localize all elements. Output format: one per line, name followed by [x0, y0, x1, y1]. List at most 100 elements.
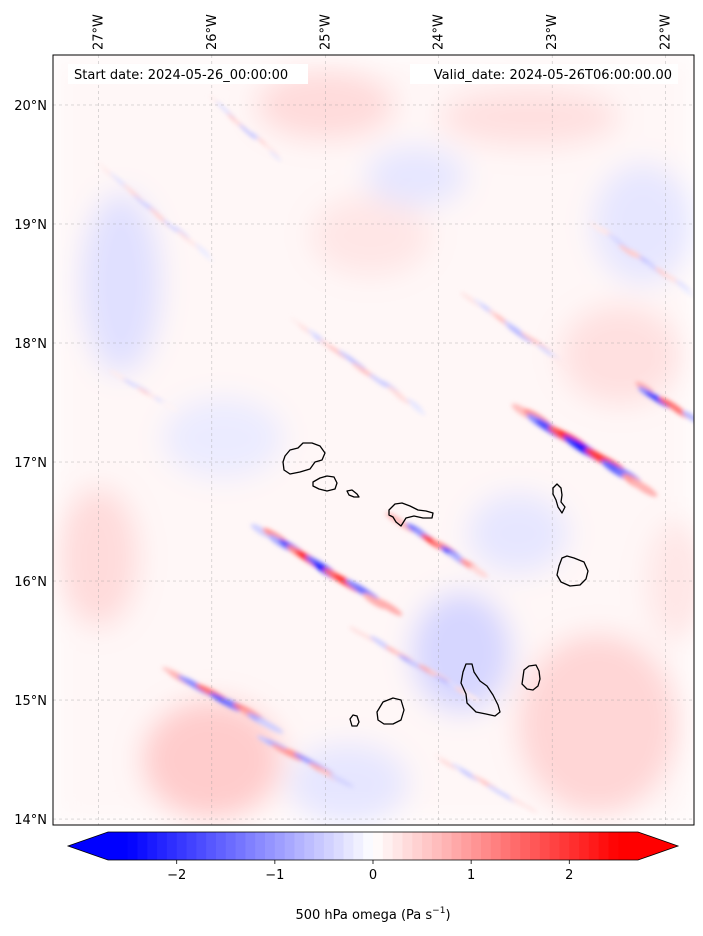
wave-stripe — [328, 773, 354, 788]
start-date-label: Start date: 2024-05-26_00:00:00 — [74, 68, 288, 83]
field-blob — [560, 304, 681, 405]
colorbar-segment — [117, 832, 129, 860]
wave-stripe — [194, 243, 211, 257]
colorbar-segment — [392, 832, 404, 860]
island-santa-luzia-coast — [346, 489, 360, 498]
colorbar-tick-label: 0 — [369, 868, 377, 883]
colorbar-label: 500 hPa omega (Pa s−1) — [295, 906, 450, 923]
field-blob — [81, 193, 162, 374]
field-blob — [439, 86, 620, 147]
wave-stripe — [589, 221, 608, 235]
lon-label: 27°W — [91, 14, 106, 50]
colorbar-segment — [500, 832, 511, 860]
colorbar-label-close: ) — [445, 908, 450, 923]
colorbar-segment — [402, 832, 413, 860]
wave-stripe — [406, 398, 423, 410]
colorbar-segment — [343, 832, 354, 860]
field-blob — [163, 398, 284, 479]
field-blob — [58, 487, 139, 628]
colorbar-segment — [451, 832, 462, 860]
wave-stripe — [675, 280, 691, 291]
wave-stripe — [357, 631, 377, 643]
wave-stripe — [682, 410, 694, 424]
wave-stripe — [551, 355, 572, 371]
lat-label: 16°N — [14, 575, 47, 590]
wave-stripe — [160, 401, 179, 412]
colorbar-segment — [157, 832, 168, 860]
colorbar-segment — [333, 832, 345, 860]
colorbar-segment — [373, 832, 384, 860]
colorbar-tick-label: 1 — [467, 868, 475, 883]
colorbar-segment — [166, 832, 178, 860]
field-blob — [411, 592, 512, 713]
wave-stripe — [375, 598, 403, 616]
island-fogo-coast — [376, 697, 405, 725]
colorbar-segment — [461, 832, 472, 860]
island-brava-coast — [349, 714, 360, 727]
wave-stripe — [438, 758, 458, 770]
field-blob — [646, 521, 694, 642]
colorbar-extend-low — [68, 832, 108, 860]
latitude-labels: 20°N 19°N 18°N 17°N 16°N 15°N 14°N — [14, 99, 47, 828]
wave-stripe — [198, 248, 214, 263]
colorbar-segment — [618, 832, 629, 860]
colorbar-segment — [215, 832, 227, 860]
wave-stripe — [463, 691, 480, 702]
colorbar-segment — [510, 832, 521, 860]
colorbar-outline — [66, 831, 680, 861]
colorbar: −2 −1 0 1 2 500 hPa omega (Pa s−1) — [66, 831, 680, 923]
colorbar-segment — [559, 832, 570, 860]
colorbar-segment — [235, 832, 246, 860]
colorbar-segment — [490, 832, 502, 860]
colorbar-segment — [186, 832, 197, 860]
wave-stripe — [162, 219, 180, 234]
colorbar-label-main: 500 hPa omega (Pa s — [295, 908, 432, 923]
colorbar-segment — [569, 832, 580, 860]
colorbar-segment — [294, 832, 305, 860]
island-santiago-coast — [460, 663, 501, 717]
colorbar-segment — [431, 832, 443, 860]
colorbar-segment — [245, 832, 256, 860]
valid-date-label: Valid_date: 2024-05-26T06:00:00.00 — [434, 68, 672, 83]
wave-stripe — [269, 150, 282, 162]
colorbar-tick-label: −1 — [265, 868, 284, 883]
omega-wave-pattern — [96, 95, 694, 813]
wave-stripe — [132, 382, 152, 395]
colorbar-segment — [147, 832, 158, 860]
colorbar-segment — [176, 832, 188, 860]
start-date-box — [68, 64, 308, 84]
island-boa-vista-coast — [556, 555, 589, 587]
lon-label: 24°W — [432, 14, 447, 50]
omega-field — [53, 55, 694, 825]
colorbar-segment — [441, 832, 453, 860]
colorbar-segment — [382, 832, 394, 860]
wave-stripe — [618, 244, 637, 258]
colorbar-segment — [608, 832, 619, 860]
colorbar-segment — [628, 832, 639, 860]
colorbar-segment — [549, 832, 561, 860]
island-santo-antao-coast — [282, 442, 326, 475]
lat-label: 18°N — [14, 337, 47, 352]
colorbar-segment — [598, 832, 610, 860]
colorbar-segment — [412, 832, 423, 860]
field-blob — [468, 493, 569, 574]
colorbar-segment — [274, 832, 286, 860]
lat-label: 15°N — [14, 694, 47, 709]
colorbar-tick-label: −2 — [167, 868, 186, 883]
colorbar-segment — [422, 832, 433, 860]
graticule — [53, 55, 694, 825]
colorbar-segment — [520, 832, 531, 860]
island-sal-coast — [552, 483, 566, 514]
wave-stripe — [238, 123, 257, 140]
field-blob — [310, 195, 431, 276]
lon-label: 22°W — [659, 14, 674, 50]
map-frame — [52, 54, 695, 826]
colorbar-segment — [363, 832, 374, 860]
colorbar-extend-high — [638, 832, 678, 860]
wave-stripe — [256, 718, 284, 734]
colorbar-segment — [284, 832, 296, 860]
longitude-labels: 27°W 26°W 25°W 24°W 23°W 22°W — [91, 14, 673, 50]
lon-label: 26°W — [205, 14, 220, 50]
island-maio-coast — [521, 664, 541, 691]
